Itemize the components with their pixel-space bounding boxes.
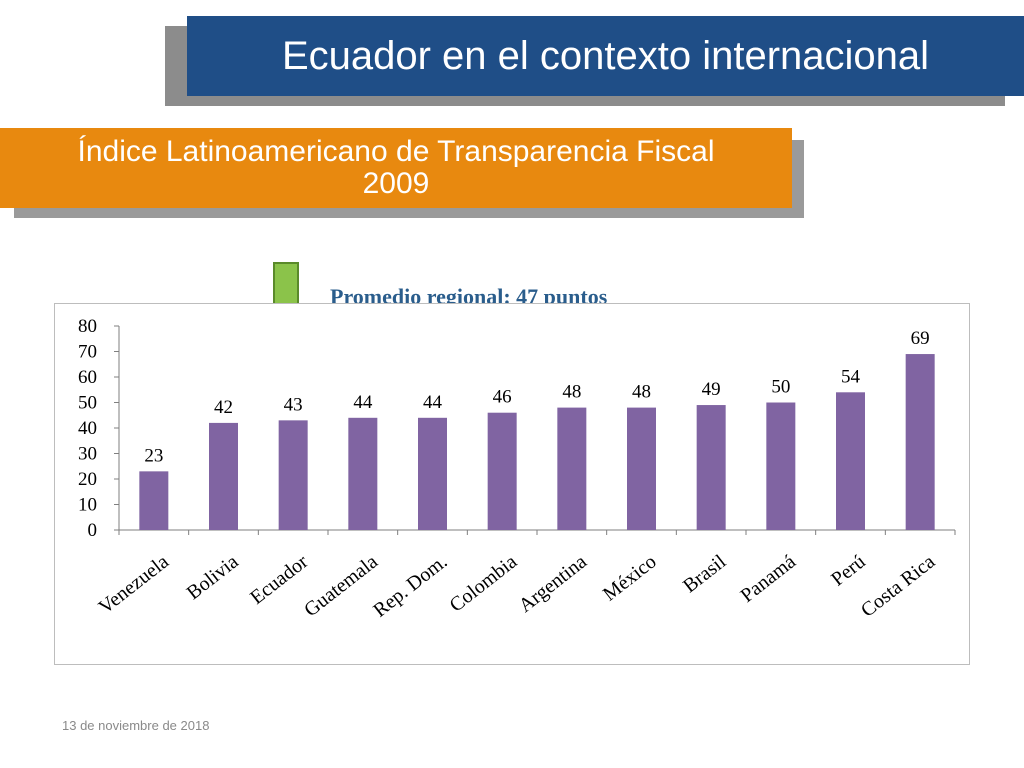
data-label: 43 <box>284 394 303 415</box>
data-label: 69 <box>911 328 930 349</box>
category-label: Venezuela <box>95 551 173 619</box>
subtitle-line-2: 2009 <box>362 167 430 200</box>
bar <box>905 354 935 530</box>
data-label: 23 <box>144 445 163 466</box>
category-label: Ecuador <box>246 550 312 609</box>
y-tick-label: 40 <box>78 418 97 439</box>
bar <box>696 405 726 530</box>
footer-date: 13 de noviembre de 2018 <box>62 718 210 733</box>
category-label: Perú <box>827 551 869 591</box>
bar <box>487 412 517 530</box>
bar <box>278 420 308 530</box>
data-label: 44 <box>423 392 443 413</box>
category-label: Argentina <box>515 551 591 617</box>
category-label: Brasil <box>679 550 731 597</box>
bar-chart-svg: 0 10 20 30 40 50 60 70 80 23 Venezuela 42 Bolivia 43 E… <box>78 316 956 622</box>
y-tick-label: 10 <box>78 495 97 516</box>
category-label: México <box>599 551 661 606</box>
data-label: 42 <box>214 397 233 418</box>
data-label: 46 <box>493 387 512 408</box>
y-tick-label: 80 <box>78 316 97 337</box>
y-tick-label: 60 <box>78 367 97 388</box>
subtitle-line-1: Índice Latinoamericano de Transparencia … <box>77 135 715 168</box>
y-tick-label: 70 <box>78 342 97 363</box>
bar <box>209 422 238 530</box>
y-tick-label: 0 <box>88 520 98 541</box>
data-label: 54 <box>841 366 861 387</box>
bar <box>557 407 587 530</box>
bar <box>836 392 865 530</box>
category-label: Costa Rica <box>857 551 939 622</box>
data-label: 44 <box>353 392 373 413</box>
category-label: Colombia <box>446 551 522 617</box>
bar <box>139 471 169 530</box>
data-label: 48 <box>562 382 581 403</box>
bar <box>418 417 447 530</box>
chart-subtitle-banner: Índice Latinoamericano de Transparencia … <box>0 128 792 208</box>
data-label: 48 <box>632 382 651 403</box>
data-label: 50 <box>771 377 790 398</box>
y-tick-label: 30 <box>78 444 97 465</box>
bar-chart: 0 10 20 30 40 50 60 70 80 23 Venezuela 42 Bolivia 43 E… <box>54 303 970 665</box>
slide-title: Ecuador en el contexto internacional <box>187 16 1024 96</box>
y-tick-label: 20 <box>78 469 97 490</box>
y-tick-label: 50 <box>78 393 97 414</box>
category-label: Bolivia <box>183 551 243 605</box>
bar <box>348 417 378 530</box>
category-label: Guatemala <box>300 551 382 622</box>
category-label: Panamá <box>736 551 800 607</box>
data-label: 49 <box>702 379 721 400</box>
category-label: Rep. Dom. <box>369 551 451 622</box>
bar <box>627 407 656 530</box>
bar <box>766 402 796 530</box>
